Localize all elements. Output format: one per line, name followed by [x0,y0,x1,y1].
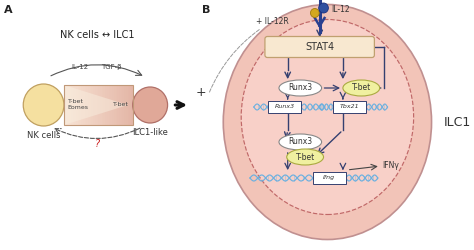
Text: NK cells ↔ ILC1: NK cells ↔ ILC1 [60,30,134,40]
Bar [116,85,118,125]
Text: IFNγ: IFNγ [383,162,400,170]
Text: + IL-12R: + IL-12R [256,18,289,26]
Bar [121,85,123,125]
Text: B: B [202,5,211,15]
Text: Runx3: Runx3 [288,138,312,146]
Bar [81,85,83,125]
Ellipse shape [223,4,431,240]
Bar [109,85,111,125]
Bar [126,85,128,125]
Bar [105,85,108,125]
Text: T-bet: T-bet [113,102,129,108]
Bar [64,85,133,125]
Bar [102,85,104,125]
Bar [117,85,119,125]
Bar [112,85,114,125]
Bar [69,85,71,125]
Bar [64,85,66,125]
Bar [103,85,106,125]
Bar [66,85,68,125]
Bar [74,85,76,125]
Bar [128,85,130,125]
Bar [86,85,89,125]
Ellipse shape [279,80,321,96]
Ellipse shape [133,87,168,123]
Text: TGF-β: TGF-β [101,64,122,70]
Bar [122,85,125,125]
Bar [67,85,70,125]
Bar [93,85,95,125]
Bar [98,85,100,125]
Bar [107,85,109,125]
Text: STAT4: STAT4 [305,42,334,52]
Bar [88,85,90,125]
FancyBboxPatch shape [268,101,301,113]
Bar [114,85,116,125]
Bar [110,85,112,125]
Ellipse shape [279,134,321,150]
Text: Runx3: Runx3 [288,84,312,92]
Bar [119,85,121,125]
Text: IL-12: IL-12 [72,64,89,70]
Bar [124,85,126,125]
Bar [131,85,133,125]
Text: Ifng: Ifng [323,176,336,180]
Bar [78,85,80,125]
Bar [73,85,75,125]
Bar [129,85,131,125]
Text: NK cells: NK cells [27,131,60,140]
Ellipse shape [319,3,328,13]
Text: +: + [195,86,206,98]
Text: ILC1: ILC1 [444,116,471,128]
Ellipse shape [23,84,64,126]
Text: Runx3: Runx3 [275,104,295,110]
Bar [84,85,87,125]
Bar [100,85,102,125]
Bar [71,85,73,125]
Text: Tbx21: Tbx21 [340,104,359,110]
Bar [83,85,85,125]
Polygon shape [64,85,128,125]
Bar [80,85,82,125]
Text: T-bet: T-bet [352,84,371,92]
Ellipse shape [287,149,324,165]
FancyBboxPatch shape [333,101,366,113]
Text: T-bet: T-bet [295,152,315,162]
Bar [95,85,97,125]
Text: A: A [4,5,12,15]
FancyBboxPatch shape [265,36,374,58]
Text: IL-12: IL-12 [331,4,350,14]
Ellipse shape [241,20,414,214]
Ellipse shape [343,80,380,96]
Bar [90,85,92,125]
Ellipse shape [310,8,319,18]
FancyBboxPatch shape [313,172,346,184]
Text: T-bet
Eomes: T-bet Eomes [68,99,89,110]
Bar [76,85,78,125]
Text: ?: ? [94,139,100,149]
Bar [91,85,94,125]
Bar [97,85,99,125]
Text: ILC1-like: ILC1-like [132,128,168,137]
